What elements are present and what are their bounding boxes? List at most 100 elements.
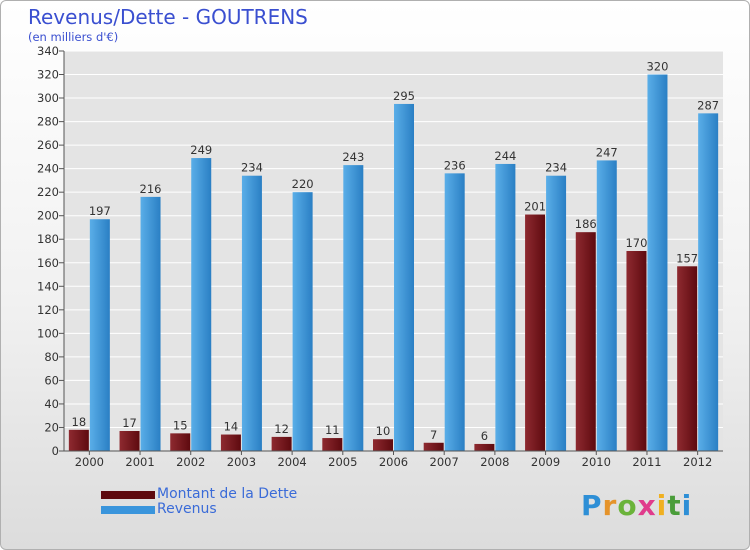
bar-revenue: [191, 158, 212, 451]
value-label-debt: 170: [625, 236, 647, 250]
y-tick-label: 220: [37, 185, 59, 199]
chart-title: Revenus/Dette - GOUTRENS: [28, 5, 308, 29]
value-label-debt: 157: [676, 251, 698, 265]
logo-letter: P: [581, 489, 603, 522]
bar-revenue: [647, 74, 668, 451]
x-tick-label: 2001: [125, 455, 154, 469]
bar-debt: [423, 442, 444, 451]
y-tick-label: 320: [37, 68, 59, 82]
x-tick-label: 2000: [75, 455, 104, 469]
value-label-revenue: 243: [342, 150, 364, 164]
bar-debt: [271, 436, 292, 451]
bar-revenue: [596, 160, 617, 452]
value-label-revenue: 234: [241, 161, 263, 175]
logo-letter: i: [656, 489, 668, 522]
value-label-debt: 10: [376, 424, 391, 438]
bar-debt: [626, 251, 647, 451]
bar-revenue: [140, 196, 161, 451]
axes: 0 20 40 60 80 100 120 140 160 180 200 220 240 260 280 3…: [37, 44, 723, 469]
bar-revenue: [698, 113, 719, 452]
x-tick-label: 2011: [632, 455, 661, 469]
y-tick-label: 120: [37, 303, 59, 317]
y-tick-label: 0: [52, 444, 59, 458]
logo-letter: x: [637, 489, 657, 522]
value-label-revenue: 287: [697, 98, 719, 112]
logo-letter: o: [617, 489, 638, 522]
y-tick-label: 80: [44, 350, 59, 364]
bar-debt: [220, 434, 241, 451]
bar-revenue: [89, 219, 110, 451]
value-label-revenue: 249: [190, 143, 212, 157]
logo-letter: t: [667, 489, 682, 522]
logo-letter: r: [602, 489, 618, 522]
value-label-debt: 12: [274, 422, 289, 436]
y-tick-label: 260: [37, 138, 59, 152]
value-label-revenue: 197: [89, 204, 111, 218]
legend-label-revenue: Revenus: [157, 501, 217, 517]
bar-debt: [677, 266, 698, 451]
proxiti-logo: Proxiti: [581, 489, 692, 522]
bar-revenue: [495, 163, 516, 452]
legend-label-debt: Montant de la Dette: [157, 486, 298, 502]
y-tick-label: 100: [37, 326, 59, 340]
bar-debt: [373, 439, 393, 451]
y-tick-label: 300: [37, 91, 59, 105]
y-tick-label: 200: [37, 209, 59, 223]
value-label-debt: 15: [173, 418, 188, 432]
value-label-revenue: 244: [494, 149, 516, 163]
value-label-debt: 6: [481, 429, 488, 443]
value-label-revenue: 247: [596, 145, 618, 159]
x-tick-label: 2006: [379, 455, 408, 469]
value-label-revenue: 216: [140, 182, 162, 196]
x-tick-label: 2010: [582, 455, 611, 469]
y-tick-label: 280: [37, 115, 59, 129]
bar-debt: [322, 438, 343, 451]
x-tick-label: 2002: [176, 455, 205, 469]
value-label-revenue: 295: [393, 89, 415, 103]
chart-subtitle: (en milliers d'€): [28, 30, 119, 44]
bar-revenue: [394, 103, 414, 452]
x-tick-label: 2009: [531, 455, 560, 469]
bar-revenue: [292, 192, 313, 452]
y-tick-label: 160: [37, 256, 59, 270]
x-tick-label: 2005: [328, 455, 357, 469]
value-label-debt: 11: [325, 423, 340, 437]
value-label-revenue: 236: [444, 158, 466, 172]
x-tick-label: 2008: [480, 455, 509, 469]
bar-revenue: [241, 175, 262, 452]
legend-swatch-debt: [101, 491, 155, 499]
value-label-revenue: 320: [646, 60, 668, 74]
value-labels: 18 197 17 216 15 249 14 234 12 220 11 243 10 295 7 236 6…: [72, 60, 720, 443]
bar-debt: [525, 214, 546, 451]
value-label-debt: 186: [575, 217, 597, 231]
bar-debt: [474, 443, 495, 451]
y-tick-label: 340: [37, 44, 59, 58]
y-tick-label: 40: [44, 397, 59, 411]
y-tick-label: 20: [44, 420, 59, 434]
x-tick-label: 2003: [227, 455, 256, 469]
value-label-debt: 7: [430, 428, 437, 442]
bar-revenue: [546, 175, 567, 452]
plot-area: [64, 51, 723, 451]
y-tick-label: 240: [37, 162, 59, 176]
value-label-revenue: 220: [292, 177, 314, 191]
legend-swatch-revenue: [101, 506, 155, 514]
value-label-debt: 17: [122, 416, 137, 430]
y-tick-label: 60: [44, 373, 59, 387]
bar-debt: [575, 232, 596, 451]
y-tick-label: 140: [37, 279, 59, 293]
bars: [68, 74, 719, 452]
bar-debt: [170, 433, 191, 451]
value-label-revenue: 234: [545, 161, 567, 175]
value-label-debt: 18: [72, 415, 87, 429]
logo-letter: i: [681, 489, 693, 522]
bar-debt: [119, 431, 140, 451]
bar-revenue: [444, 173, 465, 451]
bar-debt: [68, 429, 89, 451]
bar-revenue: [343, 165, 364, 451]
value-label-debt: 201: [524, 200, 546, 214]
y-tick-label: 180: [37, 232, 59, 246]
x-tick-label: 2004: [277, 455, 306, 469]
